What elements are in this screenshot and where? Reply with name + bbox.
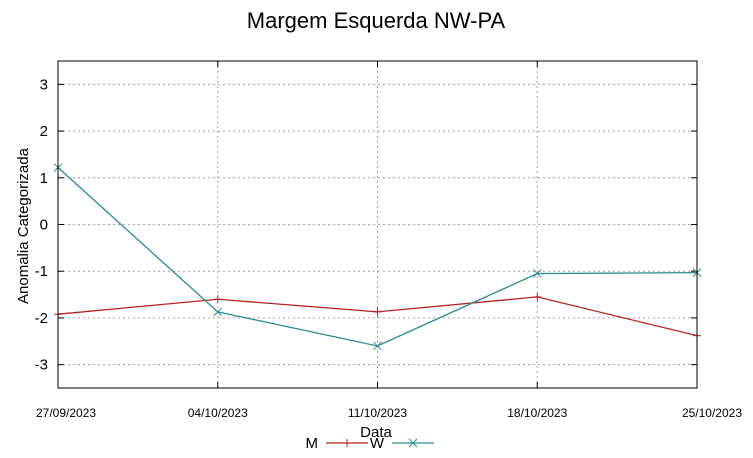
y-axis-label: Anomalia Categorizada [15,147,32,304]
legend-label: M [306,435,319,452]
legend-label: W [370,435,385,452]
x-axis-label: Data [360,424,392,441]
y-tick-label: 3 [40,76,48,93]
x-axis-ticks: 27/09/2023 04/10/2023 11/10/2023 18/10/2023… [36,61,742,420]
legend-item-M: M [306,435,368,452]
chart-title: Margem Esquerda NW-PA [247,8,506,33]
y-tick-label: -2 [35,310,48,327]
x-tick-label: 18/10/2023 [507,406,567,420]
marker-stroke [373,341,382,351]
plus-marker [343,439,351,447]
x-tick-label: 27/09/2023 [36,406,96,420]
y-tick-label: 2 [40,123,48,140]
data-point-W [532,269,542,278]
marker-stroke [408,438,418,448]
marker-stroke [532,269,542,278]
y-tick-label: -3 [35,357,48,374]
data-point-M [213,295,222,304]
y-axis-ticks: 3 2 1 0 -1 -2 -3 [35,76,697,374]
cross-marker [408,438,418,448]
y-tick-label: 0 [40,217,48,234]
x-tick-label: 25/10/2023 [682,406,742,420]
data-point-W [213,307,223,317]
marker-stroke [213,307,223,317]
plot-frame [57,60,698,389]
x-tick-label: 11/10/2023 [348,406,407,420]
y-tick-label: -1 [35,263,48,280]
data-point-W [373,341,382,351]
data-point-M [533,292,542,301]
y-tick-label: 1 [40,170,48,187]
legend-item-W: W [370,435,434,452]
data-point-M [373,307,382,316]
x-tick-label: 04/10/2023 [188,406,248,420]
gridlines [58,61,697,388]
